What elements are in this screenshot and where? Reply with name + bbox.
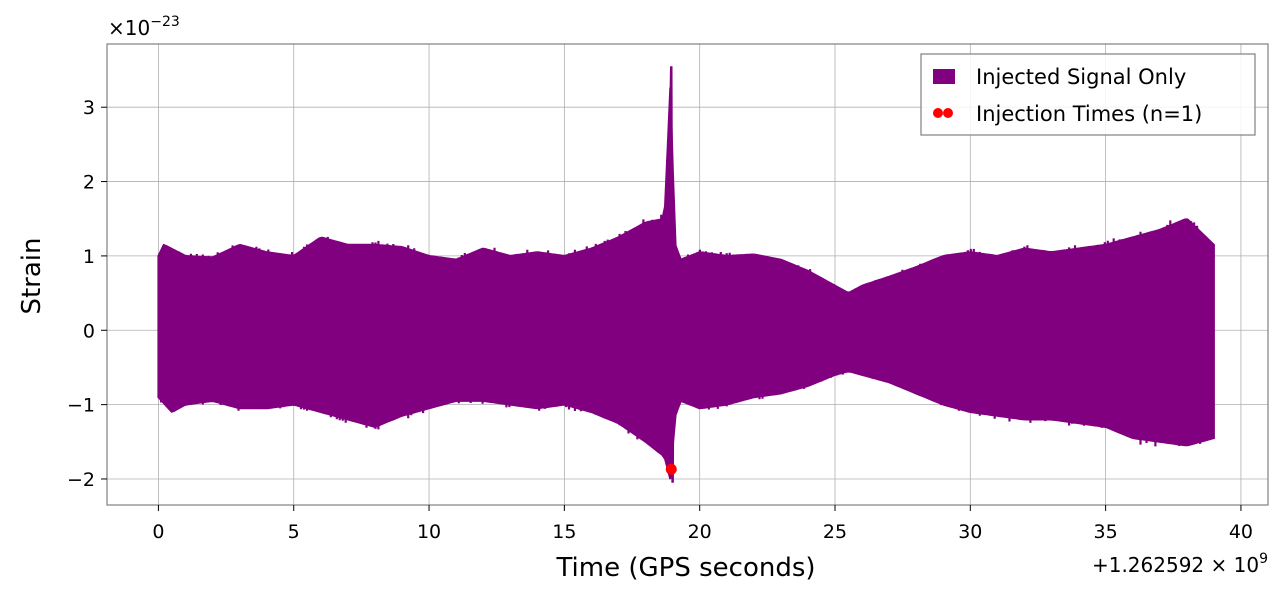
x-tick-label: 35 xyxy=(1094,521,1118,543)
y-tick-label: −1 xyxy=(67,395,95,417)
x-tick-label: 25 xyxy=(823,521,847,543)
legend-marker-injection xyxy=(933,108,943,118)
x-tick-label: 30 xyxy=(958,521,982,543)
signal-oscillation xyxy=(160,98,1214,467)
y-tick-label: 2 xyxy=(83,172,95,194)
y-tick-label: 1 xyxy=(83,246,95,268)
y-axis-label: Strain xyxy=(17,237,47,314)
y-tick-label: 3 xyxy=(83,97,95,119)
legend-label-injection: Injection Times (n=1) xyxy=(976,102,1202,126)
legend: Injected Signal Only Injection Times (n=… xyxy=(920,53,1256,136)
legend-swatch-signal xyxy=(933,69,955,84)
x-axis-label: Time (GPS seconds) xyxy=(555,553,815,583)
injection-time-point xyxy=(665,463,677,475)
x-offset-label: +1.262592 × 109 xyxy=(1092,551,1268,577)
axis-ticks: 0 5 10 15 20 25 30 35 40 −2 −1 0 1 2 3 xyxy=(67,97,1253,543)
signal-merger-spike xyxy=(667,66,676,483)
x-tick-label: 40 xyxy=(1229,521,1253,543)
y-scale-label: ×10−23 xyxy=(108,14,180,40)
x-tick-label: 20 xyxy=(688,521,712,543)
x-tick-label: 15 xyxy=(552,521,576,543)
y-tick-label: −2 xyxy=(67,469,95,491)
plot-frame xyxy=(106,43,1269,506)
x-tick-label: 5 xyxy=(288,521,300,543)
legend-marker-injection xyxy=(943,108,953,118)
legend-box xyxy=(920,53,1256,136)
plot-series xyxy=(157,66,1215,483)
x-tick-label: 10 xyxy=(417,521,441,543)
x-tick-label: 0 xyxy=(152,521,164,543)
legend-label-signal: Injected Signal Only xyxy=(976,65,1186,89)
y-tick-label: 0 xyxy=(83,320,95,342)
